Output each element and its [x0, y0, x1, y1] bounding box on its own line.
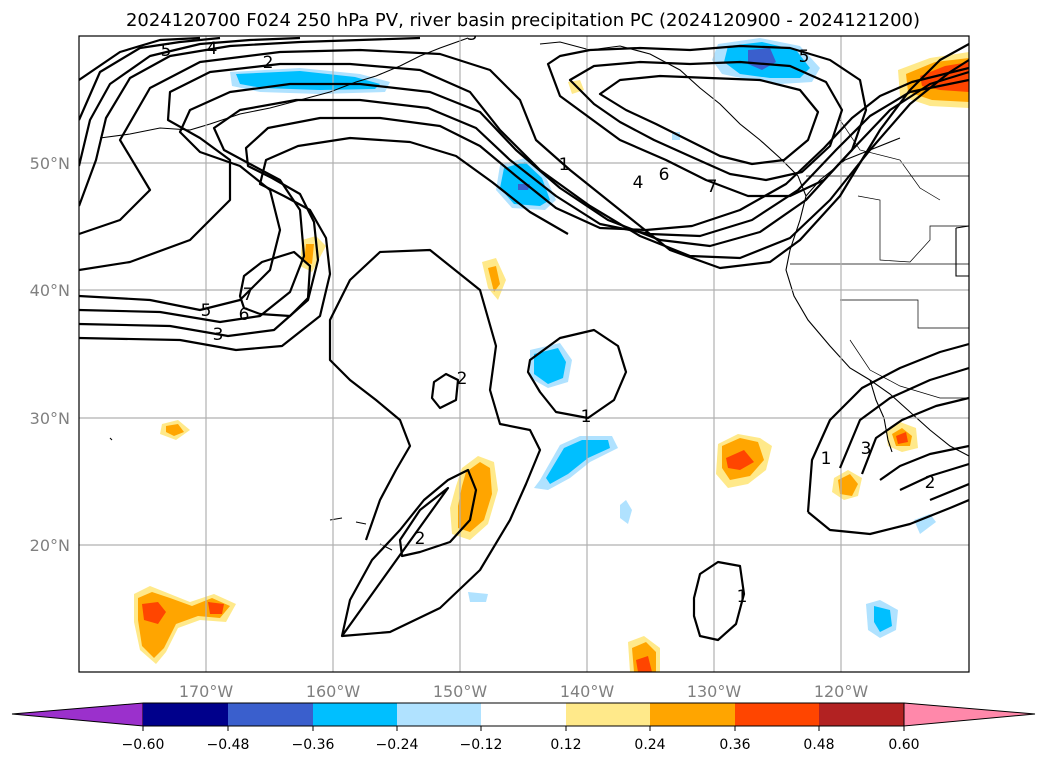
colorbar-tick-label: −0.36 [292, 737, 335, 753]
colorbar-tick-label: −0.12 [460, 737, 503, 753]
pv-contours [79, 36, 969, 642]
latitude-labels: 20°N 30°N 40°N 50°N [30, 154, 70, 555]
contour-label: 3 [861, 439, 872, 459]
lat-label: 30°N [30, 409, 70, 428]
colorbar-tick-label: 0.36 [719, 737, 750, 753]
contour-label: 6 [659, 165, 670, 185]
colorbar-swatch [566, 703, 650, 726]
colorbar-tick-label: 0.24 [634, 737, 665, 753]
contour-label: 1 [821, 449, 832, 469]
coastlines [99, 37, 969, 551]
colorbar-swatch [735, 703, 819, 726]
contour-label: 4 [207, 39, 218, 59]
lon-label: 170°W [179, 682, 234, 701]
colorbar-tick-label: −0.60 [122, 737, 165, 753]
contour-label: 6 [239, 305, 250, 325]
colorbar-swatch [143, 703, 228, 726]
colorbar-extend-max [903, 702, 1036, 727]
contour-labels: 5 4 2 3 1 4 6 7 5 7 6 5 3 2 1 2 1 1 3 2 [161, 25, 936, 607]
contour-label: 7 [243, 285, 254, 305]
contour-label: 2 [415, 529, 426, 549]
plot-frame [78, 35, 970, 673]
lon-label: 140°W [560, 682, 615, 701]
lat-label: 50°N [30, 154, 70, 173]
colorbar-swatch [481, 703, 566, 726]
colorbar-tick-label: −0.48 [207, 737, 250, 753]
lon-label: 120°W [814, 682, 869, 701]
colorbar-tick-label: 0.12 [550, 737, 581, 753]
contour-label: 3 [213, 325, 224, 345]
contour-label: 5 [201, 301, 212, 321]
contour-label: 2 [263, 53, 274, 73]
lon-label: 130°W [687, 682, 742, 701]
colorbar-tick-label: −0.24 [376, 737, 419, 753]
lat-label: 20°N [30, 536, 70, 555]
contour-label: 5 [161, 41, 172, 61]
map-plot-area: 5 4 2 3 1 4 6 7 5 7 6 5 3 2 1 2 1 1 3 2 [79, 25, 969, 672]
longitude-labels: 170°W 160°W 150°W 140°W 130°W 120°W [179, 682, 869, 701]
figure-title: 2024120700 F024 250 hPa PV, river basin … [126, 10, 920, 31]
contour-label: 1 [559, 155, 570, 175]
colorbar-tick-label: 0.60 [888, 737, 919, 753]
contour-label: 2 [457, 369, 468, 389]
colorbar-swatch [313, 703, 397, 726]
contour-label: 4 [633, 173, 644, 193]
lon-label: 150°W [433, 682, 488, 701]
lon-label: 160°W [306, 682, 361, 701]
contour-label: 1 [581, 407, 592, 427]
contour-label: 2 [925, 473, 936, 493]
colorbar-swatch [228, 703, 313, 726]
lat-label: 40°N [30, 281, 70, 300]
political-borders [790, 119, 969, 399]
colorbar-swatch [650, 703, 735, 726]
contour-label: 5 [799, 47, 810, 67]
graticule [79, 36, 969, 672]
contour-label: 3 [467, 25, 478, 45]
colorbar-swatch [397, 703, 481, 726]
colorbar: −0.60 −0.48 −0.36 −0.24 −0.12 0.12 0.24 … [11, 702, 1036, 753]
colorbar-tick-label: 0.48 [803, 737, 834, 753]
contour-label: 7 [707, 177, 718, 197]
colorbar-swatch [819, 703, 904, 726]
colorbar-extend-min [11, 702, 144, 727]
contour-label: 1 [737, 587, 748, 607]
